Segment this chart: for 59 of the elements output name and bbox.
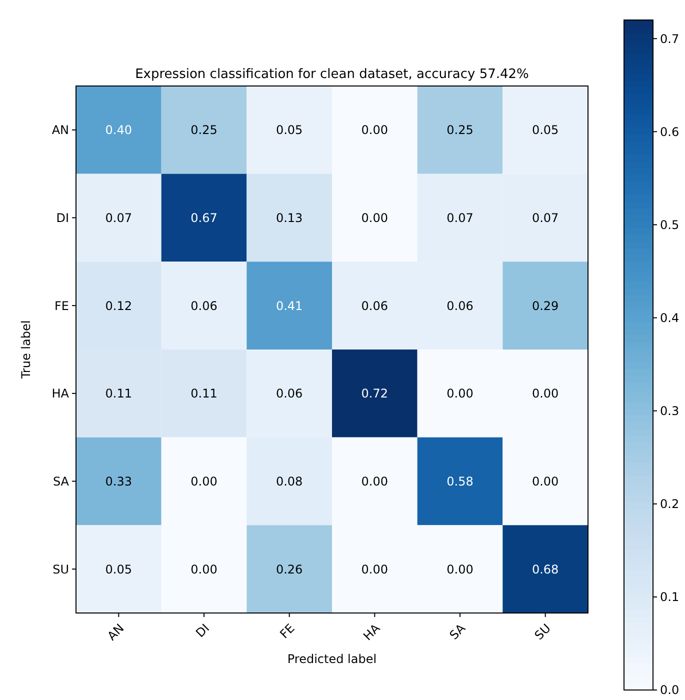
data-label: 0.68 — [532, 562, 559, 576]
y-tick-label: FE — [54, 298, 69, 313]
color-bar-label: 0.3 — [660, 404, 680, 418]
data-label: 0.06 — [276, 386, 303, 401]
color-bar-label: 0.0 — [660, 683, 680, 698]
data-label: 0.08 — [276, 474, 303, 488]
y-tick-label: HA — [52, 386, 70, 401]
data-label: 0.07 — [105, 210, 132, 225]
data-label: 0.11 — [190, 386, 218, 401]
color-bar-label: 0.2 — [660, 497, 680, 512]
data-label: 0.58 — [446, 474, 474, 488]
y-tick-label: SA — [52, 474, 70, 488]
color-bar-label: 0.6 — [660, 124, 680, 139]
data-label: 0.72 — [361, 386, 388, 401]
y-tick-label: SU — [52, 562, 69, 576]
data-label: 0.07 — [446, 210, 474, 225]
data-label: 0.00 — [532, 474, 559, 488]
color-bar-label: 0.4 — [660, 310, 680, 325]
data-label: 0.25 — [190, 123, 218, 138]
color-bar-label: 0.7 — [660, 32, 680, 46]
data-label: 0.00 — [361, 562, 388, 576]
data-label: 0.00 — [361, 474, 388, 488]
data-label: 0.00 — [532, 386, 559, 401]
data-label: 0.00 — [190, 562, 218, 576]
data-label: 0.11 — [105, 386, 132, 401]
data-label: 0.25 — [446, 123, 474, 138]
x-tick-label: SU — [532, 621, 554, 643]
x-axis-title: Predicted label — [287, 652, 377, 666]
x-tick-label: HA — [360, 620, 384, 644]
y-tick-label: AN — [52, 123, 69, 138]
data-label: 0.12 — [105, 298, 132, 313]
data-label: 0.33 — [105, 474, 132, 488]
data-label: 0.00 — [361, 123, 388, 138]
y-tick-label: DI — [56, 210, 69, 225]
y-axis-title: True label — [19, 320, 33, 380]
data-label: 0.06 — [361, 298, 388, 313]
data-label: 0.00 — [446, 562, 474, 576]
x-tick-label: FE — [277, 621, 298, 642]
data-label: 0.29 — [532, 298, 559, 313]
data-label: 0.06 — [446, 298, 474, 313]
data-label: 0.00 — [361, 210, 388, 225]
data-label: 0.05 — [532, 123, 559, 138]
data-label: 0.26 — [276, 562, 303, 576]
x-tick-label: AN — [104, 621, 127, 644]
chart-title: Expression classification for clean dataset, accuracy 57.42% — [135, 67, 529, 82]
data-label: 0.07 — [532, 210, 559, 225]
x-tick-label: SA — [446, 620, 469, 642]
data-label: 0.40 — [105, 123, 132, 138]
data-label: 0.05 — [105, 562, 132, 576]
data-label: 0.67 — [190, 210, 218, 225]
data-label: 0.05 — [276, 123, 303, 138]
data-label: 0.00 — [190, 474, 218, 488]
data-label: 0.00 — [446, 386, 474, 401]
data-label: 0.13 — [276, 210, 303, 225]
color-bar-label: 0.5 — [660, 218, 680, 232]
color-bar-label: 0.1 — [660, 590, 680, 604]
data-label: 0.41 — [276, 298, 303, 313]
data-label: 0.06 — [190, 298, 218, 313]
x-tick-label: DI — [193, 621, 212, 640]
